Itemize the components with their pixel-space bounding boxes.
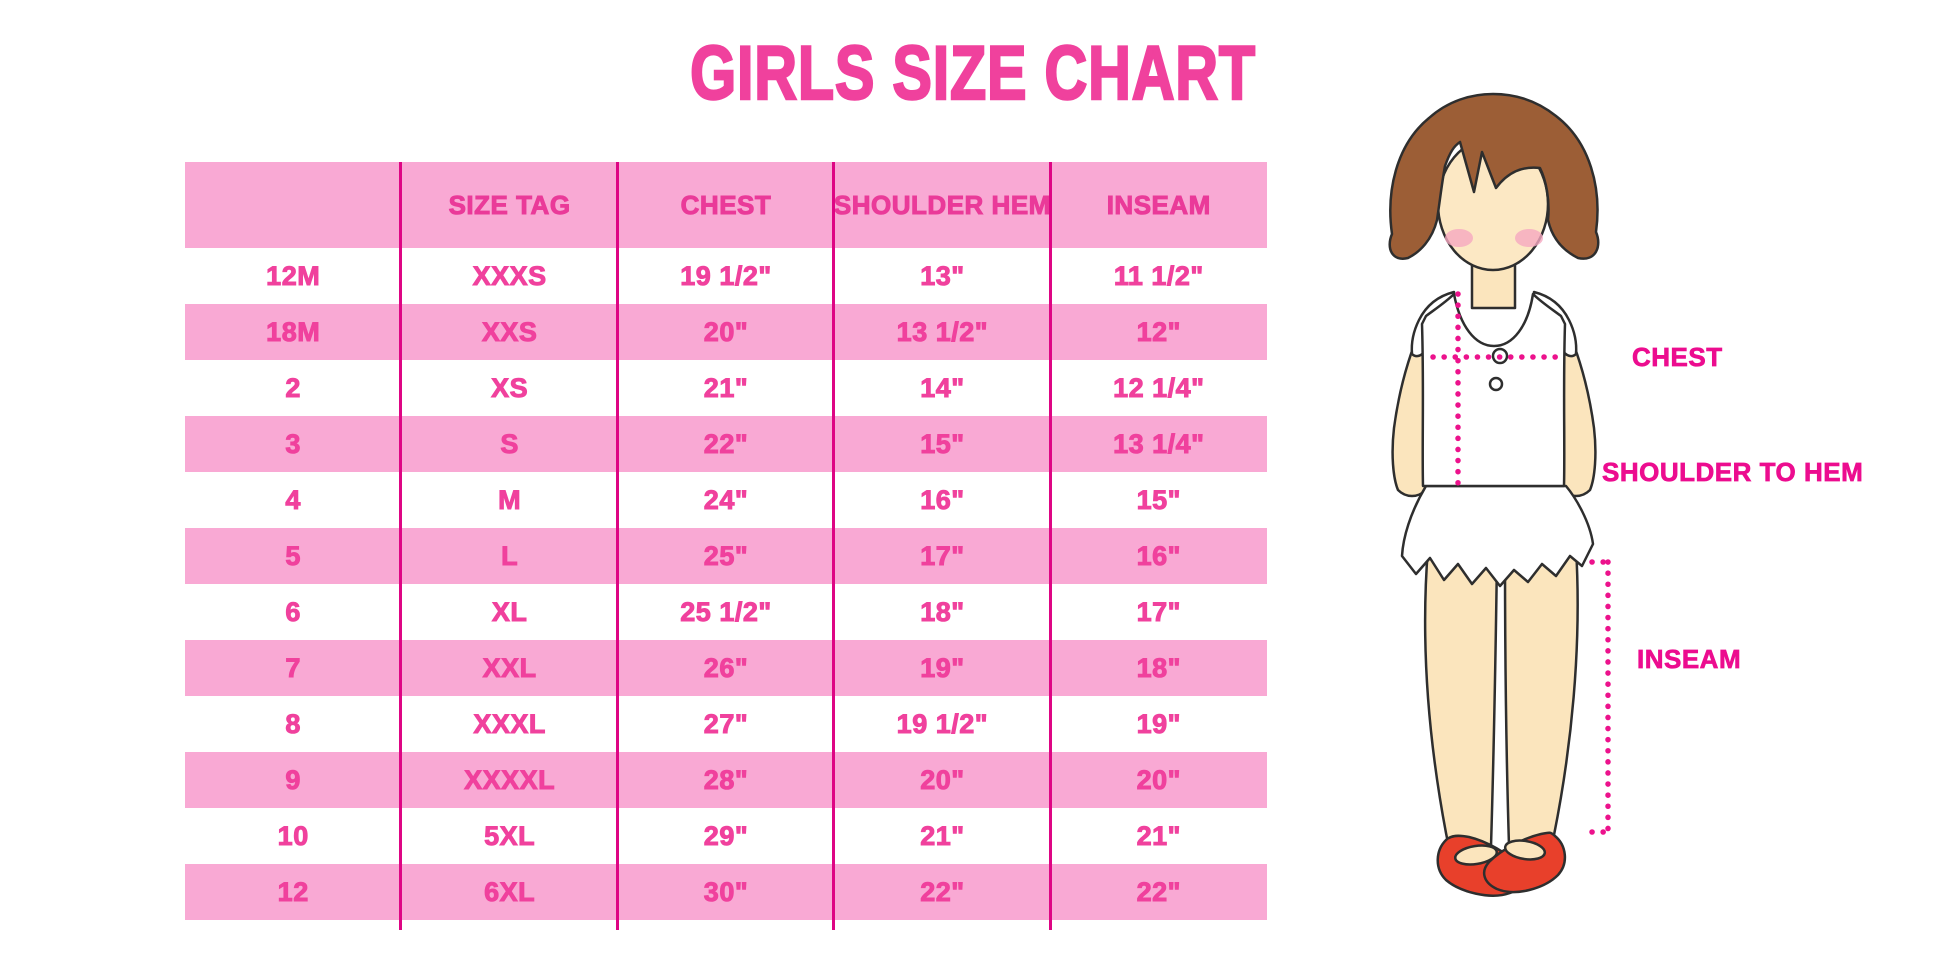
- table-cell: 28": [703, 764, 749, 795]
- table-cell: 12M: [266, 260, 321, 291]
- table-header-row: SIZE TAG CHEST SHOULDER HEM INSEAM: [185, 162, 1267, 248]
- table-cell: M: [498, 484, 522, 515]
- girl-leg-left: [1423, 546, 1499, 857]
- table-cell: XL: [491, 596, 528, 627]
- table-row: 10 5XL 29" 21" 21": [185, 808, 1267, 864]
- table-row: 6 XL 25 1/2" 18" 17": [185, 584, 1267, 640]
- table-row: 3 S 22" 15" 13 1/4": [185, 416, 1267, 472]
- table-cell: 19 1/2": [680, 260, 772, 291]
- table-cell: 26": [703, 652, 749, 683]
- table-cell: 22": [1136, 876, 1181, 907]
- table-cell: 13": [920, 260, 965, 291]
- table-cell: XXXL: [473, 708, 546, 739]
- size-table: SIZE TAG CHEST SHOULDER HEM INSEAM 12M XX…: [185, 162, 1267, 930]
- table-cell: XXXXL: [464, 764, 556, 795]
- table-cell: 27": [703, 708, 749, 739]
- page-title: GIRLS SIZE CHART: [689, 30, 1256, 118]
- table-row: 8 XXXL 27" 19 1/2" 19": [185, 696, 1267, 752]
- header-cell-blank: [185, 162, 401, 248]
- girl-illustration: [1388, 92, 1615, 897]
- table-cell: 12 1/4": [1113, 372, 1205, 403]
- table-cell: XXS: [481, 316, 538, 347]
- table-cell: 8: [285, 708, 301, 739]
- table-cell: 25": [703, 540, 749, 571]
- column-divider: [832, 162, 836, 930]
- table-cell: 18": [1136, 652, 1181, 683]
- girl-skirt: [1400, 484, 1595, 588]
- table-cell: 19": [920, 652, 965, 683]
- table-cell: 20": [1136, 764, 1181, 795]
- table-row: 12M XXXS 19 1/2" 13" 11 1/2": [185, 248, 1267, 304]
- table-cell: 13 1/4": [1113, 428, 1205, 459]
- table-cell: 6: [285, 596, 301, 627]
- table-cell: 12": [1136, 316, 1181, 347]
- table-cell: 20": [920, 764, 965, 795]
- table-cell: 14": [920, 372, 965, 403]
- girl-blush-right: [1515, 229, 1543, 247]
- table-cell: 15": [1136, 484, 1181, 515]
- girl-leg-right: [1503, 546, 1579, 858]
- table-cell: 21": [703, 372, 749, 403]
- chest-label: CHEST: [1632, 342, 1723, 373]
- inseam-label: INSEAM: [1637, 644, 1742, 675]
- girl-shoe-right: [1482, 831, 1567, 894]
- table-row: 2 XS 21" 14" 12 1/4": [185, 360, 1267, 416]
- table-cell: 5XL: [484, 820, 536, 851]
- table-cell: 18": [920, 596, 965, 627]
- table-cell: 9: [285, 764, 301, 795]
- table-cell: XXXS: [472, 260, 547, 291]
- table-cell: 29": [703, 820, 749, 851]
- table-cell: 10: [277, 820, 309, 851]
- table-cell: 13 1/2": [896, 316, 989, 347]
- shoulder-to-hem-label: SHOULDER TO HEM: [1602, 457, 1864, 488]
- table-cell: 22": [920, 876, 965, 907]
- girl-hair: [1388, 92, 1600, 260]
- table-cell: 21": [1136, 820, 1181, 851]
- girl-top-button-2: [1488, 376, 1504, 392]
- table-row: 5 L 25" 17" 16": [185, 528, 1267, 584]
- table-cell: 17": [920, 540, 965, 571]
- column-divider: [1048, 162, 1052, 930]
- header-cell-chest: CHEST: [680, 189, 772, 220]
- table-cell: 24": [703, 484, 749, 515]
- table-row: 7 XXL 26" 19" 18": [185, 640, 1267, 696]
- table-cell: 21": [920, 820, 965, 851]
- header-cell-inseam: INSEAM: [1106, 189, 1211, 220]
- table-cell: 17": [1136, 596, 1181, 627]
- table-cell: 5: [285, 540, 301, 571]
- table-cell: 20": [703, 316, 749, 347]
- girl-shoe-right-strap: [1503, 839, 1547, 861]
- table-cell: 7: [285, 652, 301, 683]
- table-cell: 11 1/2": [1113, 260, 1204, 291]
- table-cell: 22": [703, 428, 749, 459]
- table-cell: 4: [285, 484, 301, 515]
- table-row: 4 M 24" 16" 15": [185, 472, 1267, 528]
- girl-shoe-left-strap: [1453, 844, 1499, 866]
- girl-blush-left: [1445, 229, 1473, 247]
- table-cell: S: [500, 428, 519, 459]
- table-cell: 18M: [266, 316, 321, 347]
- column-divider: [615, 162, 619, 930]
- table-cell: L: [501, 540, 519, 571]
- table-row: 18M XXS 20" 13 1/2" 12": [185, 304, 1267, 360]
- table-row: 12 6XL 30" 22" 22": [185, 864, 1267, 920]
- table-cell: 30": [703, 876, 749, 907]
- table-cell: 19 1/2": [896, 708, 989, 739]
- table-cell: 15": [920, 428, 965, 459]
- table-cell: XS: [491, 372, 529, 403]
- table-cell: 19": [1136, 708, 1181, 739]
- table-cell: 2: [285, 372, 301, 403]
- header-cell-shoulder-hem: SHOULDER HEM: [833, 189, 1051, 220]
- table-cell: 25 1/2": [680, 596, 772, 627]
- table-cell: 16": [1136, 540, 1181, 571]
- table-cell: 6XL: [484, 876, 536, 907]
- table-cell: 16": [920, 484, 965, 515]
- header-cell-size-tag: SIZE TAG: [448, 189, 571, 220]
- table-row: 9 XXXXL 28" 20" 20": [185, 752, 1267, 808]
- table-cell: 3: [285, 428, 301, 459]
- table-cell: XXL: [482, 652, 537, 683]
- table-cell: 12: [277, 876, 309, 907]
- column-divider: [399, 162, 403, 930]
